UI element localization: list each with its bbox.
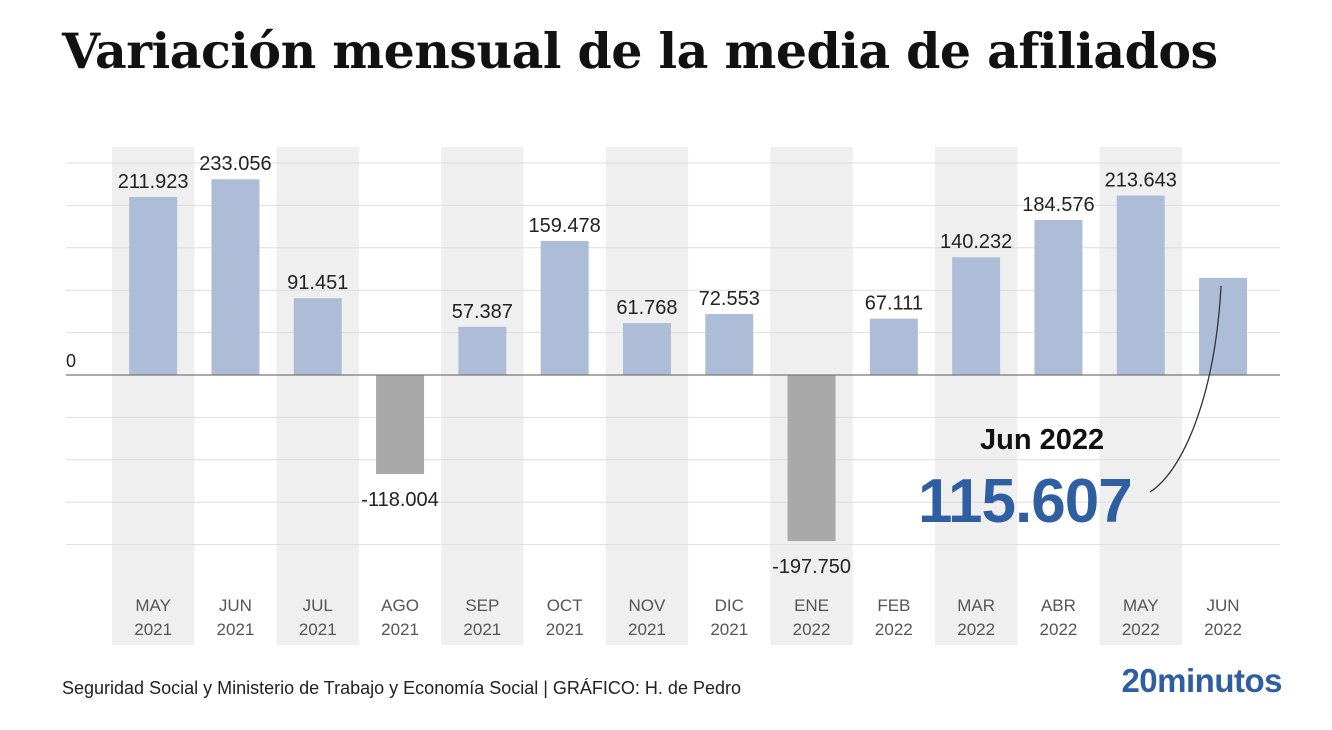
x-tick-month: MAY: [135, 596, 171, 615]
value-label: 213.643: [1105, 170, 1177, 192]
x-tick-month: AGO: [381, 596, 419, 615]
value-label: -118.004: [361, 489, 438, 511]
x-tick-year: 2022: [793, 620, 831, 639]
bar: [376, 375, 425, 475]
callout-connector: [1149, 285, 1222, 493]
bar: [869, 318, 918, 375]
x-tick-year: 2021: [710, 620, 748, 639]
x-tick-month: FEB: [877, 596, 910, 615]
gridlines: [66, 162, 1280, 546]
x-tick-year: 2021: [381, 620, 419, 639]
bar: [705, 314, 754, 375]
x-tick-month: JUL: [303, 596, 333, 615]
brand-logo: 20minutos: [1121, 662, 1282, 699]
x-tick-year: 2021: [628, 620, 666, 639]
bar: [540, 241, 589, 375]
x-tick-year: 2022: [1204, 620, 1242, 639]
x-tick-month: DIC: [715, 596, 744, 615]
value-label: 140.232: [940, 231, 1012, 253]
column-band: [935, 147, 1018, 645]
value-label: 159.478: [529, 215, 601, 237]
value-labels: 211.923 233.056 91.451 -118.004 57.387 159.47…: [118, 153, 1177, 578]
bar: [622, 323, 671, 375]
column-band: [276, 147, 359, 645]
value-label: 91.451: [287, 272, 348, 294]
x-tick-year: 2021: [546, 620, 584, 639]
value-label: 57.387: [452, 301, 513, 323]
x-tick-year: 2021: [299, 620, 337, 639]
bar: [787, 375, 836, 542]
value-label: 211.923: [118, 171, 189, 193]
x-tick-year: 2021: [134, 620, 172, 639]
column-band: [605, 147, 689, 645]
x-tick-year: 2022: [1040, 620, 1078, 639]
x-tick-month: MAY: [1123, 596, 1159, 615]
callout-label: Jun 2022: [980, 424, 1105, 456]
chart-title: Variación mensual de la media de afiliad…: [62, 22, 1218, 80]
x-tick-month: NOV: [629, 596, 667, 615]
value-label: 233.056: [199, 153, 271, 175]
x-tick-year: 2022: [957, 620, 995, 639]
source-credit: Seguridad Social y Ministerio de Trabajo…: [62, 678, 741, 698]
value-label: 184.576: [1022, 194, 1094, 216]
x-tick-month: ENE: [794, 596, 829, 615]
bars: [129, 179, 1248, 542]
zero-label: 0: [66, 351, 76, 371]
x-tick-month: MAR: [957, 596, 995, 615]
bar: [211, 179, 260, 375]
x-tick-year: 2022: [875, 620, 913, 639]
x-tick-month: OCT: [547, 596, 583, 615]
x-axis-labels: MAY 2021 JUN 2021 JUL 2021 AGO 2021 SEP 2021 OCT 20…: [134, 596, 1242, 639]
bar: [1199, 277, 1248, 375]
x-tick-month: SEP: [465, 596, 499, 615]
column-bands: [112, 147, 1182, 645]
x-tick-year: 2021: [463, 620, 501, 639]
callout-value: 115.607: [918, 467, 1133, 536]
value-label: 61.768: [616, 297, 677, 319]
bar: [129, 197, 178, 375]
x-tick-year: 2021: [217, 620, 255, 639]
bar: [952, 257, 1001, 375]
x-tick-month: JUN: [1207, 596, 1240, 615]
value-label: 72.553: [699, 288, 760, 310]
value-label: 67.111: [865, 293, 923, 315]
x-tick-year: 2022: [1122, 620, 1160, 639]
bar: [458, 326, 507, 375]
bar: [293, 298, 342, 375]
zero-axis: 0: [66, 351, 1280, 376]
x-tick-month: JUN: [219, 596, 252, 615]
bar: [1116, 195, 1165, 375]
column-band: [441, 147, 524, 645]
value-label: -197.750: [772, 556, 851, 578]
bar: [1034, 219, 1083, 375]
x-tick-month: ABR: [1041, 596, 1076, 615]
